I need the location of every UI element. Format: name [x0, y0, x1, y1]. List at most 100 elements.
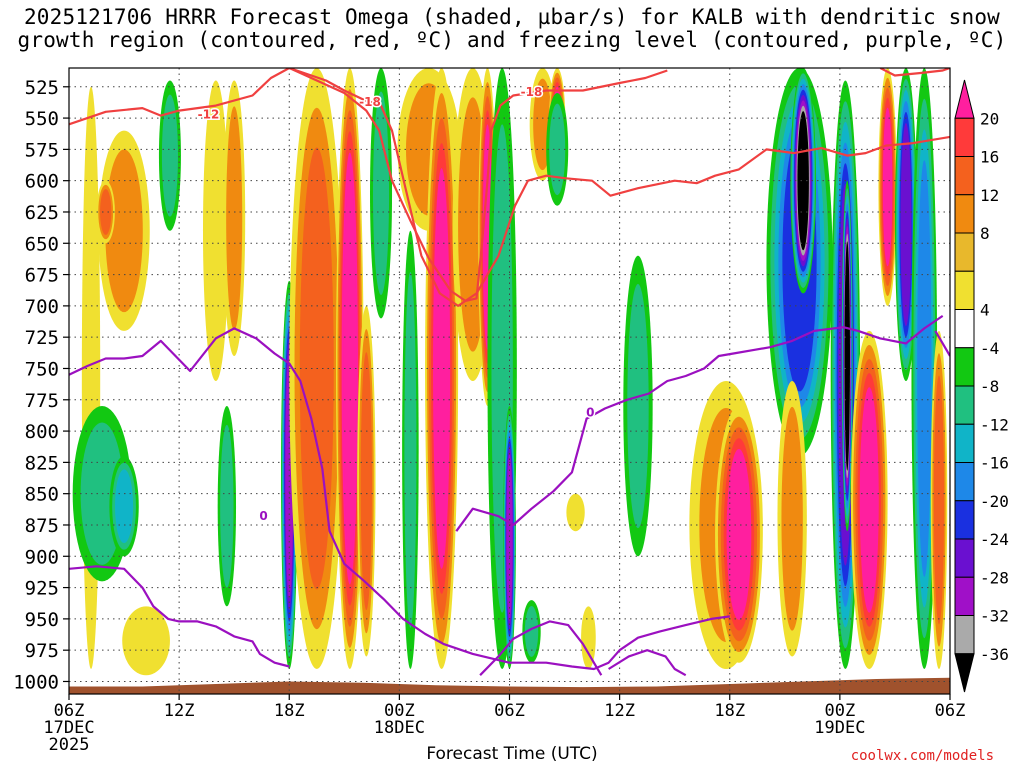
omega-shading — [72, 68, 948, 676]
colorbar-cap-bottom — [954, 653, 975, 693]
dendritic-contour-3 — [879, 68, 950, 77]
y-tick-label-575: 575 — [25, 139, 59, 161]
y-tick-label-750: 750 — [25, 358, 59, 380]
omega-region-39-3 — [917, 160, 932, 577]
y-tick-label-900: 900 — [25, 546, 59, 568]
chart-title: 2025121706 HRRR Forecast Omega (shaded, … — [0, 6, 1024, 52]
colorbar-swatch-9 — [954, 423, 975, 463]
colorbar-label-9: -20 — [980, 492, 1009, 511]
x-tick-label-48: 06Z — [935, 701, 966, 721]
freezing-contour-4 — [608, 649, 687, 677]
colorbar-swatch-5 — [954, 270, 975, 310]
x-date-label-18: 18DEC — [374, 718, 425, 738]
x-tick-label-0: 06Z — [54, 701, 85, 721]
freezing-contour-3 — [479, 620, 603, 676]
freezing-contour-label-0: 0 — [259, 509, 267, 523]
contour-lines: -12 -18 -18 0 0 — [69, 68, 950, 677]
x-tick-label-30: 12Z — [604, 701, 635, 721]
y-tick-label-950: 950 — [25, 609, 59, 631]
colorbar-swatch-3 — [954, 194, 975, 234]
colorbar-label-4: 4 — [980, 301, 990, 320]
colorbar-swatch-4 — [954, 232, 975, 272]
omega-region-4-2 — [114, 469, 134, 544]
colorbar-swatch-12 — [954, 538, 975, 578]
omega-region-40-2 — [933, 375, 945, 625]
dendritic-contour-1 — [288, 68, 950, 307]
dendritic-contour-2 — [288, 68, 668, 302]
colorbar-label-6: -8 — [980, 377, 999, 396]
colorbar-label-13: -36 — [980, 645, 1009, 664]
x-tick-label-42: 00Z — [825, 701, 856, 721]
omega-region-14-1 — [372, 91, 390, 295]
omega-region-37-4 — [882, 107, 893, 267]
omega-region-7-0 — [202, 80, 229, 381]
colorbar-label-5: -4 — [980, 339, 999, 358]
omega-region-5-0 — [122, 606, 170, 676]
colorbar-label-12: -32 — [980, 607, 1009, 626]
x-tick-label-18: 00Z — [384, 701, 415, 721]
y-tick-label-650: 650 — [25, 233, 59, 255]
y-tick-label-775: 775 — [25, 390, 59, 412]
dendritic-contour-label-1: -18 — [359, 95, 381, 109]
y-tick-label-925: 925 — [25, 578, 59, 600]
omega-region-32-8 — [797, 111, 809, 251]
omega-region-27-1 — [627, 283, 649, 529]
x-date-label-42: 19DEC — [814, 718, 865, 738]
omega-region-28-0 — [581, 606, 596, 669]
omega-region-6-1 — [161, 94, 178, 217]
x-axis-label: Forecast Time (UTC) — [426, 744, 598, 764]
colorbar-label-2: 12 — [980, 186, 999, 205]
omega-region-36-4 — [859, 387, 879, 613]
title-line-1: 2025121706 HRRR Forecast Omega (shaded, … — [23, 5, 1001, 29]
omega-region-25-1 — [549, 103, 566, 196]
y-tick-label-850: 850 — [25, 484, 59, 506]
omega-region-8-1 — [220, 424, 234, 588]
x-tick-label-24: 06Z — [494, 701, 525, 721]
colorbar-swatch-14 — [954, 615, 975, 655]
grid-lines — [68, 68, 951, 694]
dendritic-contour-0 — [69, 68, 290, 126]
y-tick-label-1000: 1000 — [13, 671, 59, 693]
colorbar-swatch-10 — [954, 462, 975, 502]
colorbar-swatch-6 — [954, 309, 975, 349]
freezing-contour-1 — [455, 314, 944, 532]
colorbar: 20 16 12 8 4 -4 -8 -12 -16 -20 -24 -28 -32 -36 — [954, 79, 1009, 693]
dendritic-contour-label-2: -18 — [521, 85, 543, 99]
colorbar-label-8: -16 — [980, 454, 1009, 473]
omega-region-9-1 — [226, 106, 243, 331]
omega-region-17-4 — [433, 168, 451, 569]
y-tick-label-825: 825 — [25, 452, 59, 474]
freezing-contour-0 — [69, 327, 730, 671]
y-tick-label-550: 550 — [25, 108, 59, 130]
dendritic-contour-label-0: -12 — [198, 107, 220, 121]
colorbar-swatch-7 — [954, 347, 975, 387]
omega-region-33-1 — [781, 406, 803, 631]
omega-region-38-5 — [900, 123, 912, 326]
omega-region-30-4 — [726, 448, 752, 620]
x-year-label-0: 2025 — [49, 735, 90, 755]
omega-region-21-6 — [506, 454, 513, 621]
colorbar-label-1: 16 — [980, 148, 999, 167]
omega-region-26-0 — [566, 493, 585, 532]
omega-region-13-2 — [360, 352, 373, 611]
freezing-contour-2 — [69, 565, 290, 668]
omega-region-1-1 — [105, 149, 143, 313]
omega-region-15-1 — [404, 271, 417, 628]
colorbar-swatch-11 — [954, 500, 975, 540]
colorbar-cap-top — [954, 79, 975, 119]
y-axis: 525 550 575 600 625 650 675 700 725 750 775 800 825 8… — [13, 77, 69, 693]
omega-region-24-1 — [524, 605, 539, 657]
title-line-2: growth region (contoured, red, ºC) and f… — [17, 28, 1007, 52]
y-tick-label-875: 875 — [25, 515, 59, 537]
y-tick-label-725: 725 — [25, 327, 59, 349]
x-tick-label-36: 18Z — [714, 701, 745, 721]
omega-region-2-2 — [100, 188, 112, 235]
y-tick-label-700: 700 — [25, 296, 59, 318]
colorbar-label-3: 8 — [980, 224, 990, 243]
y-tick-label-600: 600 — [25, 171, 59, 193]
colorbar-label-11: -28 — [980, 568, 1009, 587]
y-tick-label-800: 800 — [25, 421, 59, 443]
colorbar-swatch-8 — [954, 385, 975, 425]
colorbar-swatch-1 — [954, 117, 975, 157]
